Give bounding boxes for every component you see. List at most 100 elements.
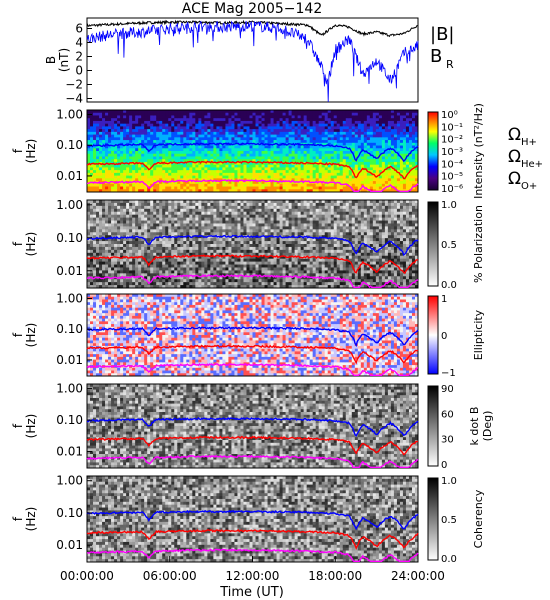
heatmap-cell: [405, 137, 410, 141]
heatmap-cell: [90, 126, 94, 130]
heatmap-cell: [219, 118, 223, 122]
heatmap-cell: [411, 151, 416, 155]
heatmap-cell: [141, 159, 145, 163]
heatmap-cell: [225, 282, 229, 286]
heatmap-cell: [345, 142, 350, 146]
heatmap-cell: [243, 129, 247, 133]
heatmap-cell: [276, 126, 280, 130]
heatmap-cell: [165, 134, 169, 138]
heatmap-cell: [132, 178, 136, 182]
heatmap-cell: [174, 282, 178, 286]
heatmap-cell: [231, 153, 235, 157]
heatmap-cell: [177, 175, 181, 179]
heatmap-cell: [303, 181, 308, 185]
heatmap-cell: [294, 126, 299, 130]
heatmap-cell: [204, 246, 208, 251]
heatmap-cell: [222, 186, 226, 190]
heatmap-cell: [267, 151, 271, 155]
heatmap-cell: [204, 202, 208, 207]
heatmap-cell: [183, 178, 187, 182]
heatmap-cell: [96, 214, 100, 218]
heatmap-cell: [174, 112, 178, 116]
heatmap-cell: [378, 151, 383, 155]
heatmap-cell: [261, 137, 265, 141]
heatmap-cell: [366, 120, 371, 125]
heatmap-cell: [147, 261, 151, 265]
heatmap-cell: [141, 137, 145, 141]
heatmap-cell: [396, 134, 401, 138]
heatmap-cell: [180, 244, 184, 248]
heatmap-cell: [225, 246, 229, 251]
heatmap-cell: [240, 211, 244, 216]
heatmap-cell: [192, 186, 196, 190]
heatmap-cell: [111, 229, 115, 233]
heatmap-cell: [159, 241, 163, 245]
heatmap-cell: [315, 172, 320, 176]
heatmap-cell: [237, 181, 241, 185]
heatmap-cell: [318, 148, 323, 152]
heatmap-cell: [189, 252, 193, 257]
heatmap-cell: [123, 217, 127, 221]
heatmap-cell: [120, 164, 124, 168]
heatmap-cell: [141, 241, 145, 245]
heatmap-cell: [177, 258, 181, 262]
heatmap-cell: [210, 148, 214, 152]
heatmap-cell: [234, 208, 238, 213]
heatmap-cell: [135, 118, 139, 122]
heatmap-cell: [177, 229, 181, 233]
heatmap-cell: [207, 235, 211, 239]
heatmap-cell: [153, 244, 157, 248]
heatmap-cell: [225, 115, 229, 119]
heatmap-cell: [402, 137, 407, 141]
heatmap-cell: [210, 153, 214, 157]
heatmap-cell: [267, 183, 271, 187]
heatmap-cell: [132, 261, 136, 265]
heatmap-cell: [189, 279, 193, 283]
heatmap-cell: [111, 261, 115, 265]
heatmap-cell: [219, 161, 223, 166]
heatmap-cell: [399, 161, 404, 166]
heatmap-cell: [393, 145, 398, 149]
heatmap-cell: [132, 126, 136, 130]
heatmap-cell: [87, 126, 91, 130]
heatmap-cell: [90, 183, 94, 187]
heatmap-cell: [231, 172, 235, 176]
heatmap-cell: [258, 137, 262, 141]
heatmap-cell: [231, 261, 235, 265]
heatmap-cell: [339, 126, 344, 130]
heatmap-cell: [159, 223, 163, 227]
gyrofrequency-legend: Ω: [508, 125, 521, 145]
heatmap-cell: [237, 267, 241, 271]
heatmap-cell: [96, 211, 100, 216]
heatmap-cell: [228, 175, 232, 179]
heatmap-cell: [294, 118, 299, 122]
heatmap-cell: [204, 178, 208, 182]
heatmap-cell: [237, 129, 241, 133]
heatmap-cell: [219, 252, 223, 257]
heatmap-cell: [156, 123, 160, 127]
heatmap-cell: [273, 134, 277, 138]
heatmap-cell: [210, 246, 214, 251]
heatmap-cell: [99, 223, 103, 227]
heatmap-cell: [399, 112, 404, 116]
heatmap-cell: [243, 273, 247, 277]
heatmap-cell: [126, 134, 130, 138]
heatmap-cell: [402, 118, 407, 122]
heatmap-cell: [237, 200, 241, 204]
heatmap-cell: [345, 181, 350, 185]
heatmap-cell: [330, 134, 335, 138]
heatmap-cell: [276, 186, 280, 190]
heatmap-cell: [177, 273, 181, 277]
heatmap-cell: [204, 261, 208, 265]
heatmap-cell: [273, 110, 277, 114]
heatmap-cell: [300, 131, 305, 135]
heatmap-cell: [117, 156, 121, 160]
heatmap-cell: [327, 148, 332, 152]
heatmap-cell: [222, 202, 226, 207]
heatmap-cell: [408, 172, 413, 176]
heatmap-cell: [225, 129, 229, 133]
heatmap-cell: [171, 211, 175, 216]
heatmap-cell: [87, 178, 91, 182]
heatmap-cell: [114, 238, 118, 242]
heatmap-cell: [117, 249, 121, 254]
